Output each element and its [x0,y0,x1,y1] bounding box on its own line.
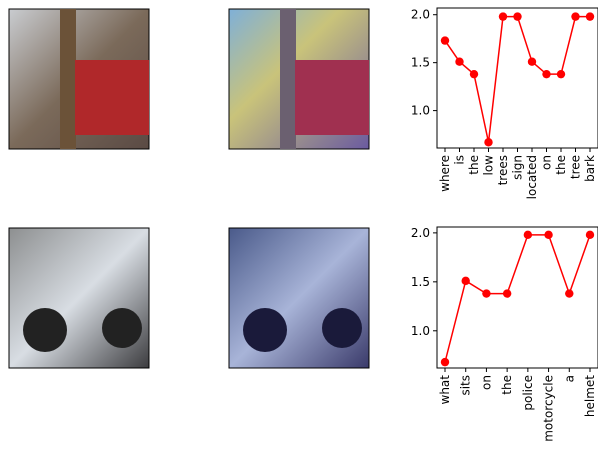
photo [9,9,149,149]
x-tick-label: where [438,155,452,192]
x-tick-label: the [467,155,481,175]
point [455,57,463,65]
x-tick-label: is [453,155,467,165]
y-tick-label: 1.5 [411,275,430,289]
point [462,277,470,285]
heatmap-photo [229,9,369,149]
x-tick-label: trees [496,155,510,185]
point [503,289,511,297]
point [542,70,550,78]
x-tick-label: the [554,155,568,175]
point [482,289,490,297]
point [513,12,521,20]
figure: 1.01.52.0whereisthelowtreessignlocatedon… [0,0,598,453]
x-tick-label: on [540,155,554,170]
y-tick-label: 1.0 [411,104,430,118]
x-tick-label: a [562,375,576,382]
x-tick-label: helmet [583,375,597,417]
point [571,12,579,20]
y-tick-label: 1.0 [411,324,430,338]
x-tick-label: low [482,155,496,176]
x-tick-label: tree [569,155,583,179]
plot-frame [437,8,598,148]
heatmap-photo [229,228,369,368]
line [445,235,590,362]
x-tick-label: what [438,375,452,405]
point [470,70,478,78]
line [445,17,590,143]
x-tick-label: located [525,155,539,199]
point [586,12,594,20]
point [441,36,449,44]
x-tick-label: motorcycle [542,375,556,442]
photo [9,228,149,368]
y-tick-label: 1.5 [411,56,430,70]
point [524,231,532,239]
x-tick-label: bark [583,155,597,182]
point [544,231,552,239]
point [484,138,492,146]
x-tick-label: sign [511,155,525,180]
point [441,358,449,366]
x-tick-label: on [479,375,493,390]
point [528,57,536,65]
y-tick-label: 2.0 [411,8,430,22]
point [557,70,565,78]
x-tick-label: police [521,375,535,411]
point [499,12,507,20]
y-tick-label: 2.0 [411,226,430,240]
point [586,231,594,239]
point [565,289,573,297]
x-tick-label: the [500,375,514,395]
x-tick-label: sits [459,375,473,396]
